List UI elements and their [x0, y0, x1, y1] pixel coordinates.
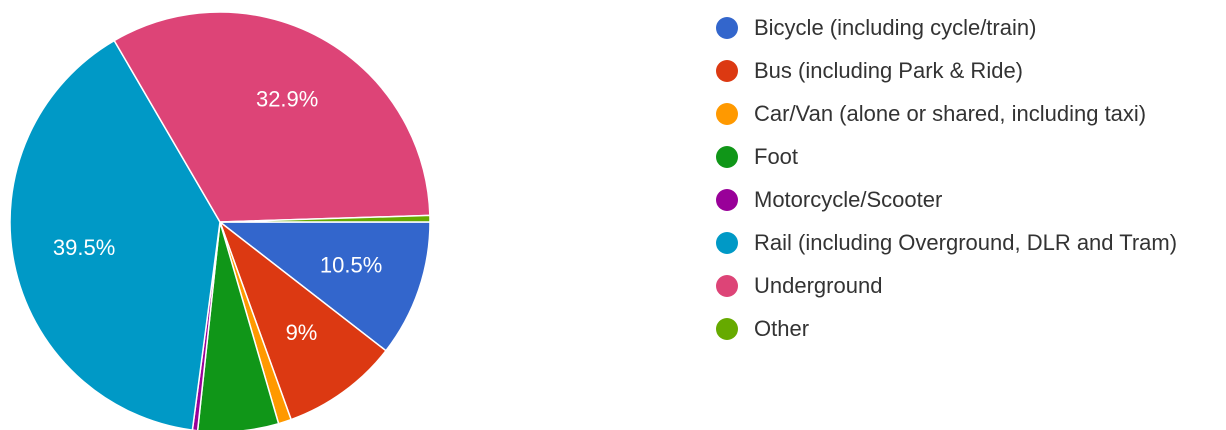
legend-item: Underground: [716, 265, 1221, 307]
pie-slice: [9, 39, 221, 430]
legend-swatch: [716, 146, 738, 168]
legend-swatch: [716, 232, 738, 254]
legend-swatch: [716, 318, 738, 340]
legend-label: Motorcycle/Scooter: [754, 187, 943, 212]
pie-slice: [196, 221, 280, 430]
legend-label: Car/Van (alone or shared, including taxi…: [754, 101, 1147, 126]
legend: Bicycle (including cycle/train) Bus (incl…: [716, 7, 1221, 351]
slice-label: 9%: [286, 320, 318, 345]
slice-label: 10.5%: [320, 253, 382, 278]
legend-label: Foot: [754, 144, 799, 169]
legend-swatch: [716, 17, 738, 39]
legend-label: Bus (including Park & Ride): [754, 58, 1024, 83]
pie-slice: [113, 11, 431, 223]
legend-item: Car/Van (alone or shared, including taxi…: [716, 93, 1221, 135]
pie-slice: [218, 219, 387, 421]
legend-item: Motorcycle/Scooter: [716, 179, 1221, 221]
legend-label: Underground: [754, 273, 883, 298]
legend-swatch: [716, 189, 738, 211]
pie-slice: [217, 221, 431, 352]
legend-swatch: [716, 275, 738, 297]
legend-label: Bicycle (including cycle/train): [754, 15, 1037, 40]
legend-item: Rail (including Overground, DLR and Tram…: [716, 222, 1221, 264]
legend-item: Bus (including Park & Ride): [716, 50, 1221, 92]
legend-label: Rail (including Overground, DLR and Tram…: [754, 230, 1178, 255]
pie-slice: [219, 214, 431, 223]
legend-item: Foot: [716, 136, 1221, 178]
legend-item: Other: [716, 308, 1221, 350]
legend-swatch: [716, 60, 738, 82]
legend-swatch: [716, 103, 738, 125]
legend-label: Other: [754, 316, 810, 341]
legend-item: Bicycle (including cycle/train): [716, 7, 1221, 49]
slice-label: 32.9%: [256, 87, 318, 112]
slice-label: 39.5%: [53, 235, 115, 260]
